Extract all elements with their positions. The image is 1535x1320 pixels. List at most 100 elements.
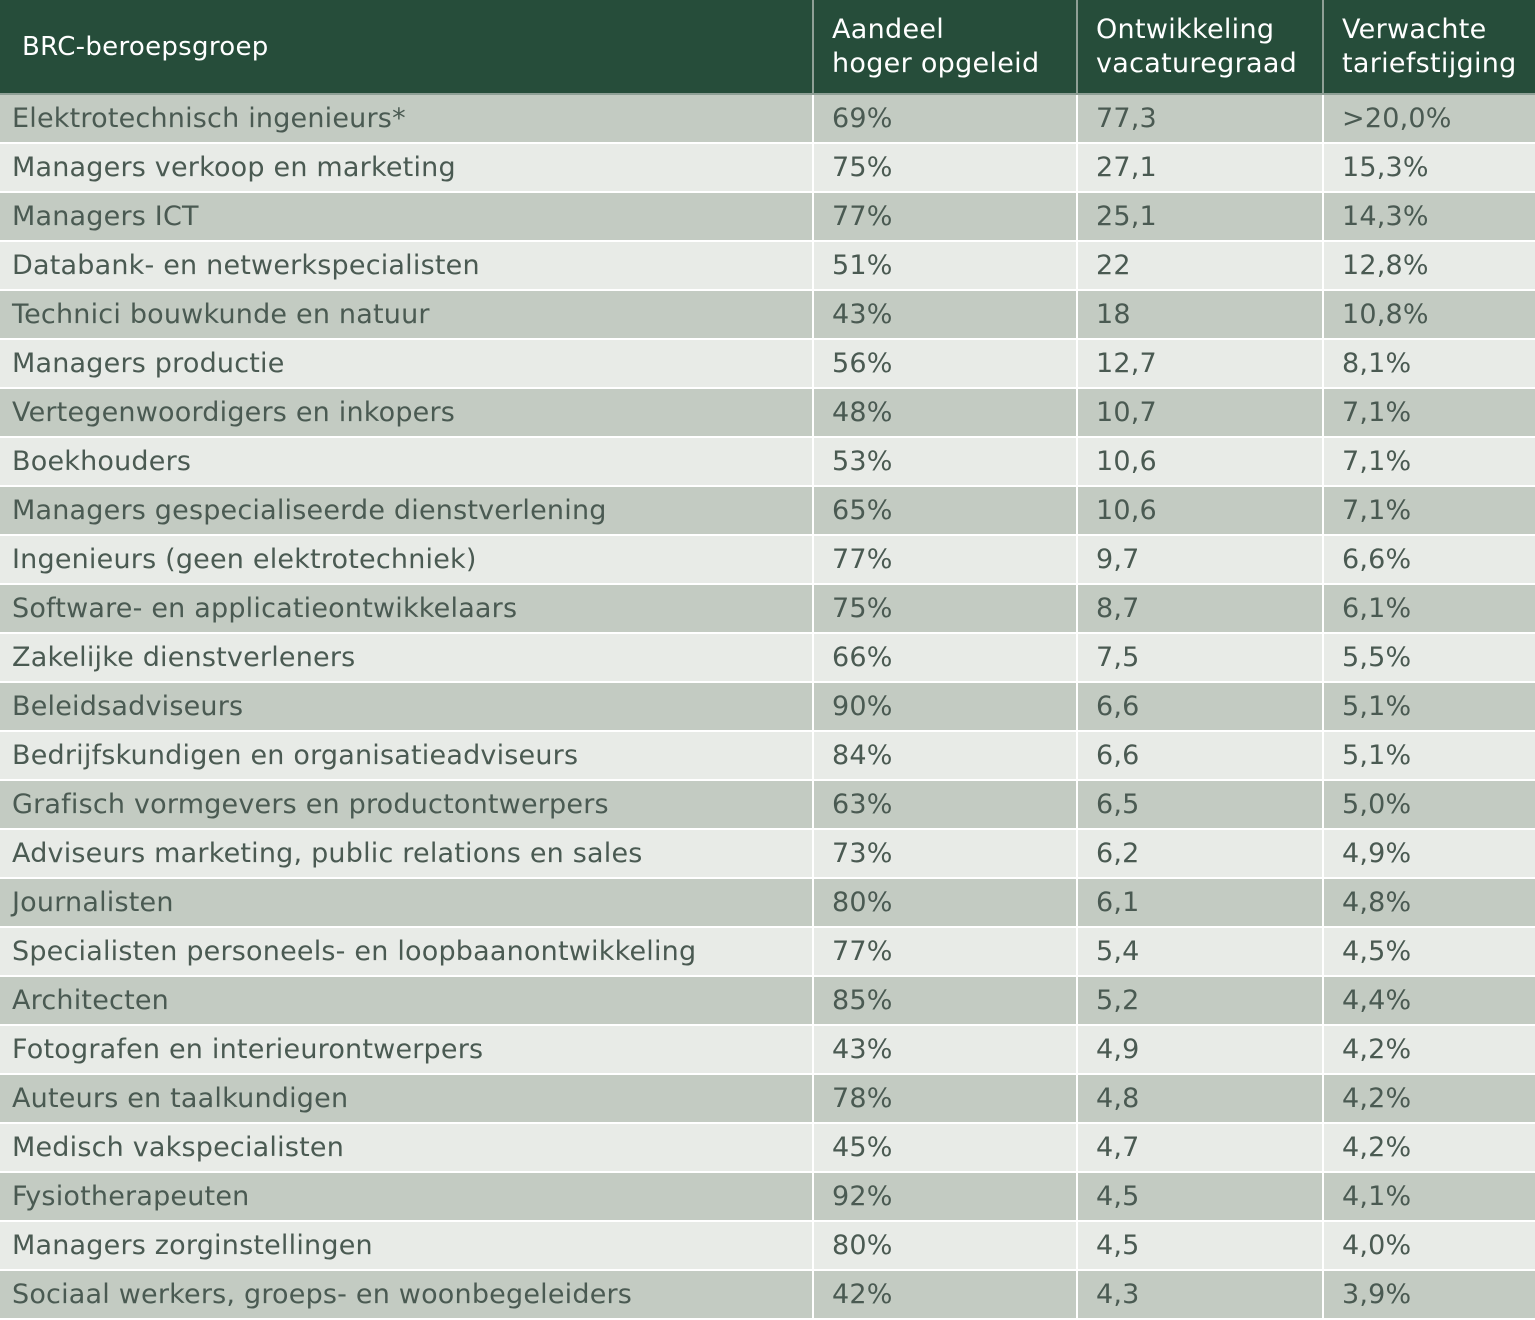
table-row: Vertegenwoordigers en inkopers 48% 10,7 7,1… [0,388,1535,438]
cell-vacancy-development: 6,1 [1077,878,1324,928]
cell-expected-rate-increase: 4,9% [1323,829,1535,879]
cell-vacancy-development: 5,4 [1077,927,1324,977]
cell-expected-rate-increase: 15,3% [1323,143,1535,193]
header-expected-rate-increase: Verwachte tariefstijging [1323,0,1535,95]
cell-vacancy-development: 12,7 [1077,339,1324,389]
table-row: Managers productie 56% 12,7 8,1% [0,339,1535,389]
cell-expected-rate-increase: 4,2% [1323,1025,1535,1075]
table-row: Specialisten personeels- en loopbaanontw… [0,927,1535,977]
cell-expected-rate-increase: 5,0% [1323,780,1535,830]
cell-occupation-group: Elektrotechnisch ingenieurs* [0,94,814,144]
cell-vacancy-development: 7,5 [1077,633,1324,683]
cell-share-higher-educated: 43% [813,290,1078,340]
table-row: Journalisten 80% 6,1 4,8% [0,878,1535,928]
table-row: Databank- en netwerkspecialisten 51% 22 12,… [0,241,1535,291]
cell-expected-rate-increase: 8,1% [1323,339,1535,389]
cell-occupation-group: Architecten [0,976,814,1026]
cell-occupation-group: Journalisten [0,878,814,928]
cell-vacancy-development: 10,6 [1077,486,1324,536]
table-row: Medisch vakspecialisten 45% 4,7 4,2% [0,1123,1535,1173]
cell-expected-rate-increase: 6,1% [1323,584,1535,634]
cell-vacancy-development: 6,2 [1077,829,1324,879]
header-rate-line2: tariefstijging [1342,47,1517,79]
table-row: Boekhouders 53% 10,6 7,1% [0,437,1535,487]
cell-share-higher-educated: 73% [813,829,1078,879]
cell-occupation-group: Specialisten personeels- en loopbaanontw… [0,927,814,977]
cell-share-higher-educated: 66% [813,633,1078,683]
cell-expected-rate-increase: 14,3% [1323,192,1535,242]
cell-share-higher-educated: 75% [813,584,1078,634]
cell-vacancy-development: 25,1 [1077,192,1324,242]
cell-vacancy-development: 4,5 [1077,1172,1324,1222]
cell-share-higher-educated: 77% [813,192,1078,242]
header-share-line2: hoger opgeleid [832,47,1040,79]
cell-share-higher-educated: 85% [813,976,1078,1026]
table-row: Bedrijfskundigen en organisatieadviseurs… [0,731,1535,781]
cell-share-higher-educated: 78% [813,1074,1078,1124]
table-row: Software- en applicatieontwikkelaars 75% 8… [0,584,1535,634]
table-row: Sociaal werkers, groeps- en woonbegeleid… [0,1270,1535,1320]
cell-expected-rate-increase: 7,1% [1323,388,1535,438]
header-rate-line1: Verwachte [1342,13,1487,45]
cell-vacancy-development: 18 [1077,290,1324,340]
cell-vacancy-development: 9,7 [1077,535,1324,585]
header-vacancy-line1: Ontwikkeling [1096,13,1275,45]
cell-expected-rate-increase: >20,0% [1323,94,1535,144]
cell-vacancy-development: 77,3 [1077,94,1324,144]
cell-occupation-group: Bedrijfskundigen en organisatieadviseurs [0,731,814,781]
cell-occupation-group: Managers productie [0,339,814,389]
cell-vacancy-development: 4,3 [1077,1270,1324,1320]
header-row: BRC-beroepsgroep Aandeel hoger opgeleid … [0,0,1535,95]
cell-expected-rate-increase: 4,4% [1323,976,1535,1026]
cell-vacancy-development: 8,7 [1077,584,1324,634]
cell-expected-rate-increase: 4,8% [1323,878,1535,928]
table-row: Managers zorginstellingen 80% 4,5 4,0% [0,1221,1535,1271]
cell-vacancy-development: 6,5 [1077,780,1324,830]
table-row: Managers gespecialiseerde dienstverlenin… [0,486,1535,536]
cell-occupation-group: Grafisch vormgevers en productontwerpers [0,780,814,830]
cell-share-higher-educated: 53% [813,437,1078,487]
table-row: Fysiotherapeuten 92% 4,5 4,1% [0,1172,1535,1222]
cell-occupation-group: Software- en applicatieontwikkelaars [0,584,814,634]
cell-expected-rate-increase: 12,8% [1323,241,1535,291]
cell-share-higher-educated: 84% [813,731,1078,781]
cell-vacancy-development: 4,7 [1077,1123,1324,1173]
cell-occupation-group: Vertegenwoordigers en inkopers [0,388,814,438]
cell-share-higher-educated: 69% [813,94,1078,144]
cell-occupation-group: Ingenieurs (geen elektrotechniek) [0,535,814,585]
cell-share-higher-educated: 43% [813,1025,1078,1075]
cell-occupation-group: Databank- en netwerkspecialisten [0,241,814,291]
table-row: Fotografen en interieurontwerpers 43% 4,9 4… [0,1025,1535,1075]
table-row: Managers verkoop en marketing 75% 27,1 15,3… [0,143,1535,193]
cell-occupation-group: Managers zorginstellingen [0,1221,814,1271]
table-body: Elektrotechnisch ingenieurs* 69% 77,3 >20,0… [0,94,1535,1320]
cell-vacancy-development: 10,7 [1077,388,1324,438]
cell-occupation-group: Technici bouwkunde en natuur [0,290,814,340]
cell-vacancy-development: 6,6 [1077,682,1324,732]
cell-share-higher-educated: 80% [813,1221,1078,1271]
cell-occupation-group: Managers verkoop en marketing [0,143,814,193]
cell-vacancy-development: 5,2 [1077,976,1324,1026]
cell-expected-rate-increase: 4,5% [1323,927,1535,977]
cell-expected-rate-increase: 5,1% [1323,682,1535,732]
cell-expected-rate-increase: 4,2% [1323,1074,1535,1124]
cell-expected-rate-increase: 6,6% [1323,535,1535,585]
cell-share-higher-educated: 48% [813,388,1078,438]
cell-share-higher-educated: 45% [813,1123,1078,1173]
cell-expected-rate-increase: 10,8% [1323,290,1535,340]
cell-share-higher-educated: 90% [813,682,1078,732]
table-row: Architecten 85% 5,2 4,4% [0,976,1535,1026]
cell-vacancy-development: 4,9 [1077,1025,1324,1075]
cell-share-higher-educated: 56% [813,339,1078,389]
cell-occupation-group: Sociaal werkers, groeps- en woonbegeleid… [0,1270,814,1320]
cell-occupation-group: Medisch vakspecialisten [0,1123,814,1173]
header-occupation-group-label: BRC-beroepsgroep [22,31,269,62]
cell-share-higher-educated: 51% [813,241,1078,291]
cell-share-higher-educated: 80% [813,878,1078,928]
cell-occupation-group: Beleidsadviseurs [0,682,814,732]
table-row: Technici bouwkunde en natuur 43% 18 10,8% [0,290,1535,340]
cell-expected-rate-increase: 5,1% [1323,731,1535,781]
table-row: Zakelijke dienstverleners 66% 7,5 5,5% [0,633,1535,683]
cell-occupation-group: Zakelijke dienstverleners [0,633,814,683]
